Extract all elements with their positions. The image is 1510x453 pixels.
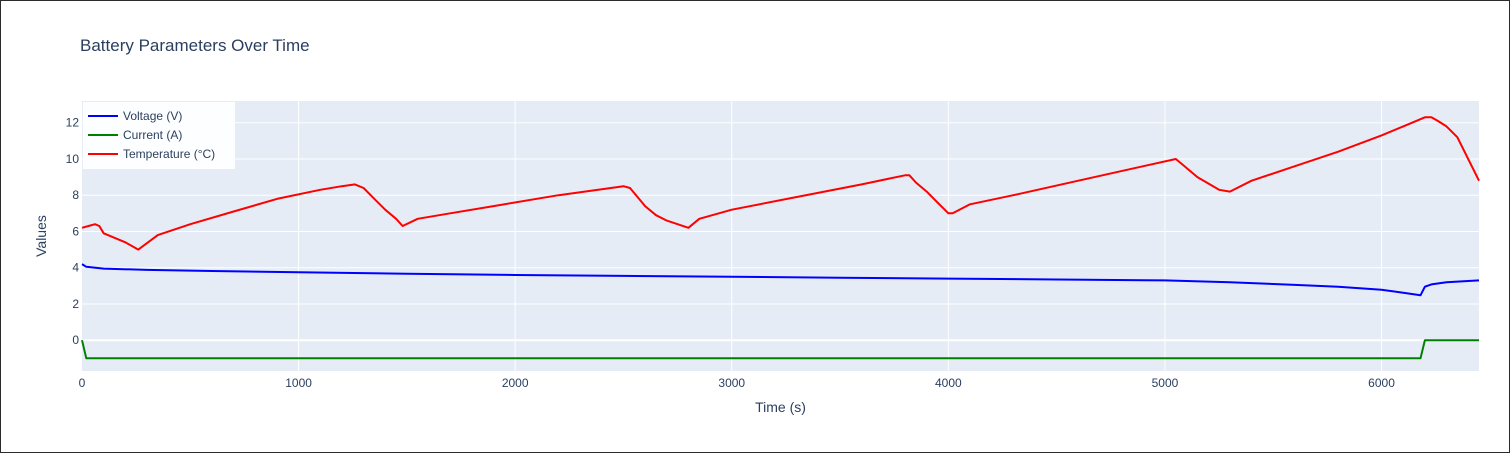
series-line-2 — [81, 116, 1480, 251]
y-tick-label: 2 — [72, 297, 79, 311]
x-tick-label: 4000 — [935, 376, 962, 390]
y-tick-label: 4 — [72, 261, 79, 275]
legend-item-label[interactable]: Temperature (°C) — [123, 147, 215, 161]
series-lines — [81, 116, 1480, 360]
chart-title: Battery Parameters Over Time — [80, 36, 310, 55]
legend-item-label[interactable]: Voltage (V) — [123, 109, 182, 123]
x-tick-label: 2000 — [502, 376, 529, 390]
series-line-0 — [81, 263, 1480, 297]
y-tick-label: 6 — [72, 224, 79, 238]
x-axis-title: Time (s) — [755, 399, 806, 415]
grid-lines — [82, 101, 1479, 371]
y-tick-label: 12 — [66, 116, 80, 130]
y-tick-label: 0 — [72, 333, 79, 347]
x-tick-label: 1000 — [285, 376, 312, 390]
x-tick-label: 0 — [79, 376, 86, 390]
x-tick-labels: 0 1000 2000 3000 4000 5000 6000 — [79, 376, 1396, 390]
y-tick-labels: 0 2 4 6 8 10 12 — [66, 116, 80, 347]
plot-background — [82, 101, 1479, 371]
y-axis-title: Values — [33, 215, 49, 257]
legend-item-label[interactable]: Current (A) — [123, 128, 182, 142]
x-tick-label: 3000 — [718, 376, 745, 390]
y-tick-label: 10 — [66, 152, 80, 166]
legend[interactable]: Voltage (V) Current (A) Temperature (°C) — [83, 102, 235, 169]
x-tick-label: 5000 — [1152, 376, 1179, 390]
series-line-1 — [81, 339, 1479, 360]
y-tick-label: 8 — [72, 188, 79, 202]
x-tick-label: 6000 — [1368, 376, 1395, 390]
